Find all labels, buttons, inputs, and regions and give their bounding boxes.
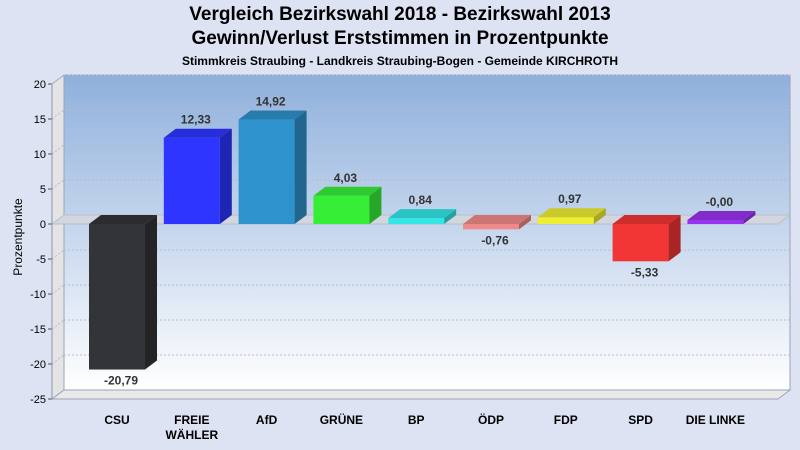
- y-tick-label: -20: [30, 359, 46, 371]
- chart-title-line1: Vergleich Bezirkswahl 2018 - Bezirkswahl…: [189, 4, 611, 25]
- bar: [612, 215, 681, 262]
- chart-title-line2: Gewinn/Verlust Erststimmen in Prozentpun…: [191, 28, 609, 49]
- bar-front: [687, 220, 744, 224]
- bar-top: [612, 215, 681, 224]
- bar-side: [593, 208, 606, 224]
- bar-value-label: -20,79: [104, 374, 138, 388]
- bar-top: [163, 128, 232, 138]
- grid-lines: [50, 74, 792, 365]
- bar-side: [743, 211, 756, 224]
- bar-side: [294, 110, 307, 224]
- x-category-label: GRÜNE: [320, 412, 363, 427]
- bar-value-label: -0,76: [481, 233, 509, 247]
- bar-side: [519, 215, 531, 230]
- x-category-label: DIE LINKE: [686, 413, 745, 427]
- bar: [537, 208, 606, 224]
- bar-side: [145, 215, 157, 370]
- grid-line-depth: [51, 249, 65, 260]
- y-tick-label: 10: [34, 149, 46, 161]
- grid-line-depth: [51, 179, 65, 190]
- y-axis: 20 15 10 5 0 -5 -10 -15 -20 -25: [30, 79, 53, 406]
- y-tick-label: 20: [34, 79, 46, 91]
- bar-value-label: 0,97: [558, 192, 582, 206]
- x-category-label: AfD: [256, 413, 278, 427]
- y-tick-label: -10: [30, 289, 46, 301]
- grid-line-depth: [51, 354, 65, 365]
- bar-value-label: -5,33: [631, 265, 659, 279]
- bar-top: [89, 215, 157, 224]
- y-tick-label: -25: [30, 394, 46, 406]
- bar-front: [163, 137, 220, 224]
- bar-front: [89, 224, 145, 370]
- bar-top: [238, 110, 307, 120]
- plot-back-wall: [63, 74, 791, 391]
- bar: [313, 186, 382, 224]
- bar: [463, 215, 531, 230]
- grid-line-depth: [51, 144, 65, 155]
- bar-value-label: 14,92: [256, 95, 286, 109]
- bar-top: [687, 211, 756, 220]
- grid-line-depth: [51, 319, 65, 330]
- x-category-label: FREIE: [174, 413, 209, 427]
- plot-floor: [50, 389, 792, 400]
- bar-front: [463, 224, 519, 230]
- bar-front: [238, 119, 295, 224]
- bar-front: [537, 217, 594, 224]
- bar-front: [388, 218, 445, 224]
- y-tick-label: -15: [30, 324, 46, 336]
- bar: [89, 215, 157, 370]
- bar-side: [444, 209, 457, 224]
- bar-top: [313, 186, 382, 196]
- plot-left-wall: [51, 74, 65, 400]
- bar: [163, 128, 232, 224]
- bar-value-label: 4,03: [334, 171, 358, 185]
- y-tick-label: -5: [36, 254, 46, 266]
- bar-value-label: -0,00: [706, 195, 734, 209]
- bar-side: [668, 215, 681, 262]
- bar-side: [219, 128, 232, 224]
- bar-side: [369, 186, 382, 224]
- bar-value-label: 0,84: [409, 193, 433, 207]
- grid-line-depth: [51, 109, 65, 120]
- bar: [238, 110, 307, 224]
- x-category-label: WÄHLER: [165, 427, 218, 442]
- grid-line-depth: [51, 74, 65, 85]
- bar-top: [537, 208, 606, 218]
- x-category-label: CSU: [104, 413, 129, 427]
- chart-subtitle: Stimmkreis Straubing - Landkreis Straubi…: [181, 54, 619, 68]
- bar-top: [388, 209, 457, 219]
- grid-line-depth: [51, 284, 65, 295]
- y-tick-label: 0: [40, 219, 46, 231]
- x-category-label: FDP: [554, 413, 578, 427]
- bar: [687, 211, 756, 224]
- bar-value-label: 12,33: [181, 113, 211, 127]
- bar-top: [463, 215, 531, 224]
- bar: [388, 209, 457, 224]
- x-category-label: ÖDP: [478, 412, 504, 427]
- bars: [89, 110, 756, 370]
- value-labels: -20,79 12,33 14,92 4,03 0,84 -0,76 0,97 -5,33 -0…: [104, 95, 733, 388]
- x-category-label: SPD: [628, 413, 653, 427]
- bar-front: [612, 224, 669, 262]
- x-category-label: BP: [408, 413, 425, 427]
- bar-front: [313, 195, 370, 224]
- y-axis-label: Prozentpunkte: [11, 198, 25, 276]
- y-tick-label: 15: [34, 114, 46, 126]
- y-tick-label: 5: [40, 184, 46, 196]
